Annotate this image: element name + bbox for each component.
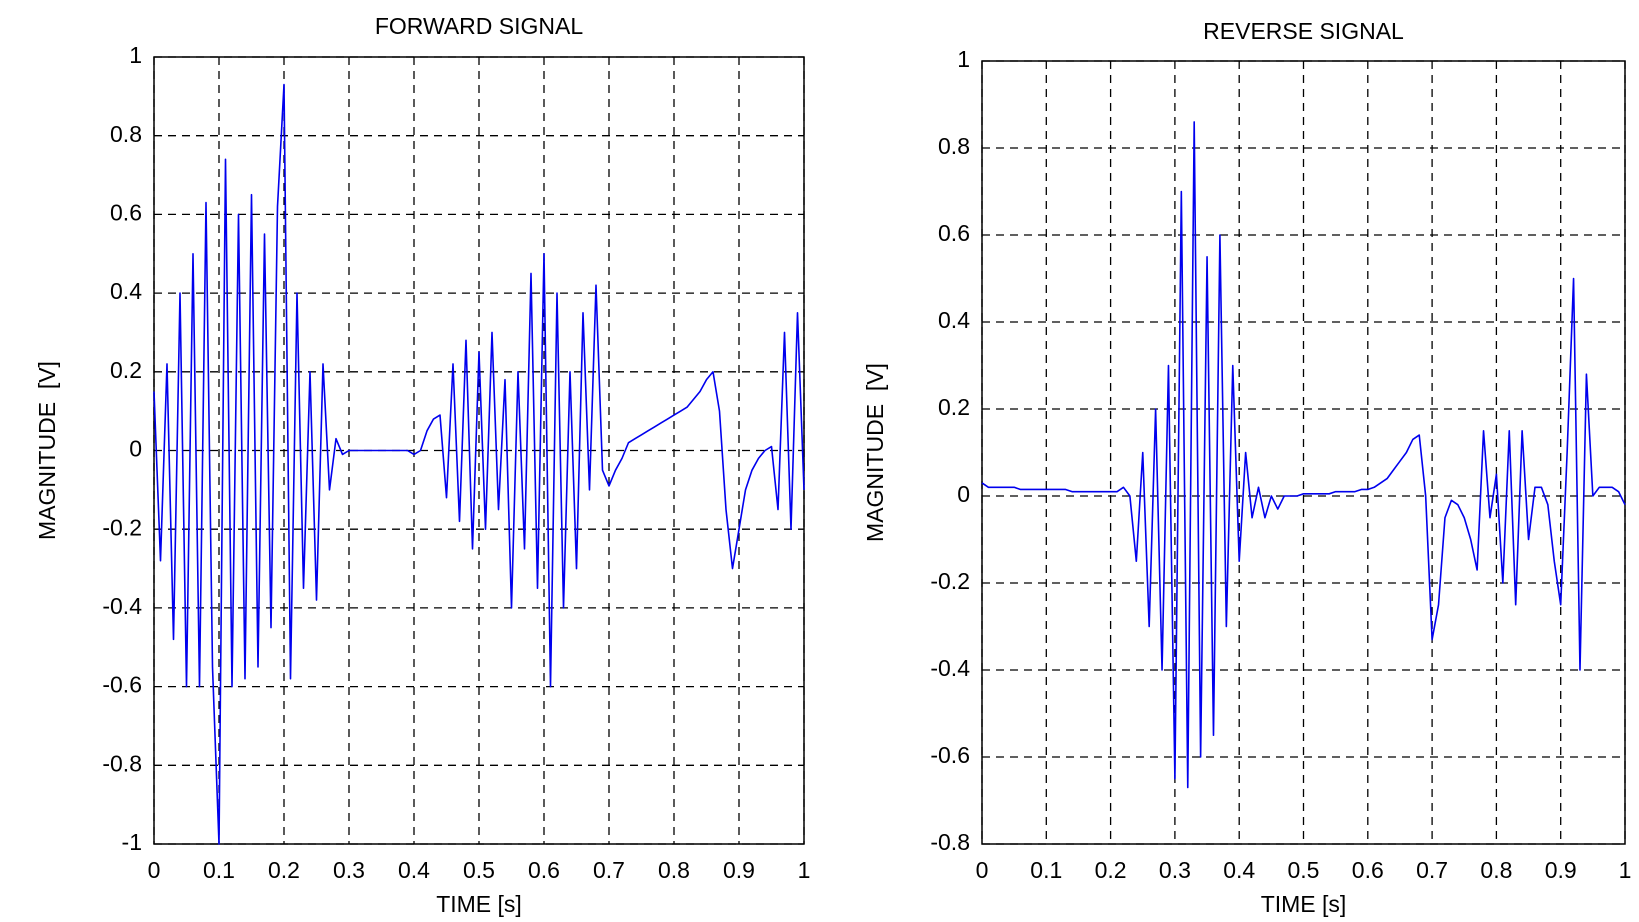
x-tick-label: 0.8: [1480, 857, 1512, 883]
y-tick-label: 0.4: [938, 307, 970, 333]
y-axis-label: MAGNITUDE [V]: [34, 361, 60, 540]
x-tick-label: 0.2: [268, 857, 300, 883]
y-tick-label: 0.2: [110, 357, 142, 383]
x-tick-label: 0.2: [1095, 857, 1127, 883]
y-tick-label: -0.4: [102, 593, 142, 619]
x-tick-label: 0.4: [1223, 857, 1255, 883]
y-tick-label: -0.6: [930, 742, 970, 768]
x-tick-label: 0.6: [528, 857, 560, 883]
y-tick-label: -0.8: [102, 750, 142, 776]
x-tick-label: 0.7: [1416, 857, 1448, 883]
x-axis-label: TIME [s]: [1261, 891, 1347, 917]
x-tick-label: 0.1: [203, 857, 235, 883]
y-tick-label: -0.2: [930, 568, 970, 594]
x-tick-label: 0.1: [1030, 857, 1062, 883]
y-tick-label: -0.6: [102, 672, 142, 698]
plot-frame: [153, 56, 805, 845]
x-tick-label: 0.6: [1352, 857, 1384, 883]
x-tick-label: 0.8: [658, 857, 690, 883]
y-tick-label: 0: [957, 481, 970, 507]
y-tick-label: 1: [129, 42, 142, 68]
x-tick-label: 0: [148, 857, 161, 883]
chart-title: REVERSE SIGNAL: [1203, 18, 1404, 44]
x-tick-label: 0.5: [463, 857, 495, 883]
y-tick-label: -0.4: [930, 655, 970, 681]
y-tick-label: 1: [957, 46, 970, 72]
x-tick-label: 0.3: [1159, 857, 1191, 883]
x-tick-label: 0.9: [723, 857, 755, 883]
y-tick-label: 0.4: [110, 278, 142, 304]
y-tick-label: 0.6: [110, 199, 142, 225]
plot-frame: [981, 60, 1626, 845]
x-tick-label: 1: [798, 857, 811, 883]
y-tick-label: 0.2: [938, 394, 970, 420]
x-tick-label: 0.5: [1288, 857, 1320, 883]
y-axis-label: MAGNITUDE [V]: [862, 363, 888, 542]
signal-line: [981, 121, 1626, 789]
y-tick-label: -0.2: [102, 514, 142, 540]
y-tick-label: 0.6: [938, 220, 970, 246]
y-tick-label: 0.8: [110, 121, 142, 147]
y-tick-label: -1: [122, 829, 142, 855]
y-tick-label: -0.8: [930, 829, 970, 855]
x-tick-label: 0.9: [1545, 857, 1577, 883]
x-tick-label: 1: [1619, 857, 1632, 883]
y-tick-label: 0: [129, 436, 142, 462]
x-axis-label: TIME [s]: [436, 891, 522, 917]
x-tick-label: 0.7: [593, 857, 625, 883]
x-tick-label: 0.4: [398, 857, 430, 883]
x-tick-label: 0.3: [333, 857, 365, 883]
y-tick-label: 0.8: [938, 133, 970, 159]
x-tick-label: 0: [976, 857, 989, 883]
chart-title: FORWARD SIGNAL: [375, 13, 584, 39]
signal-line: [153, 83, 805, 845]
